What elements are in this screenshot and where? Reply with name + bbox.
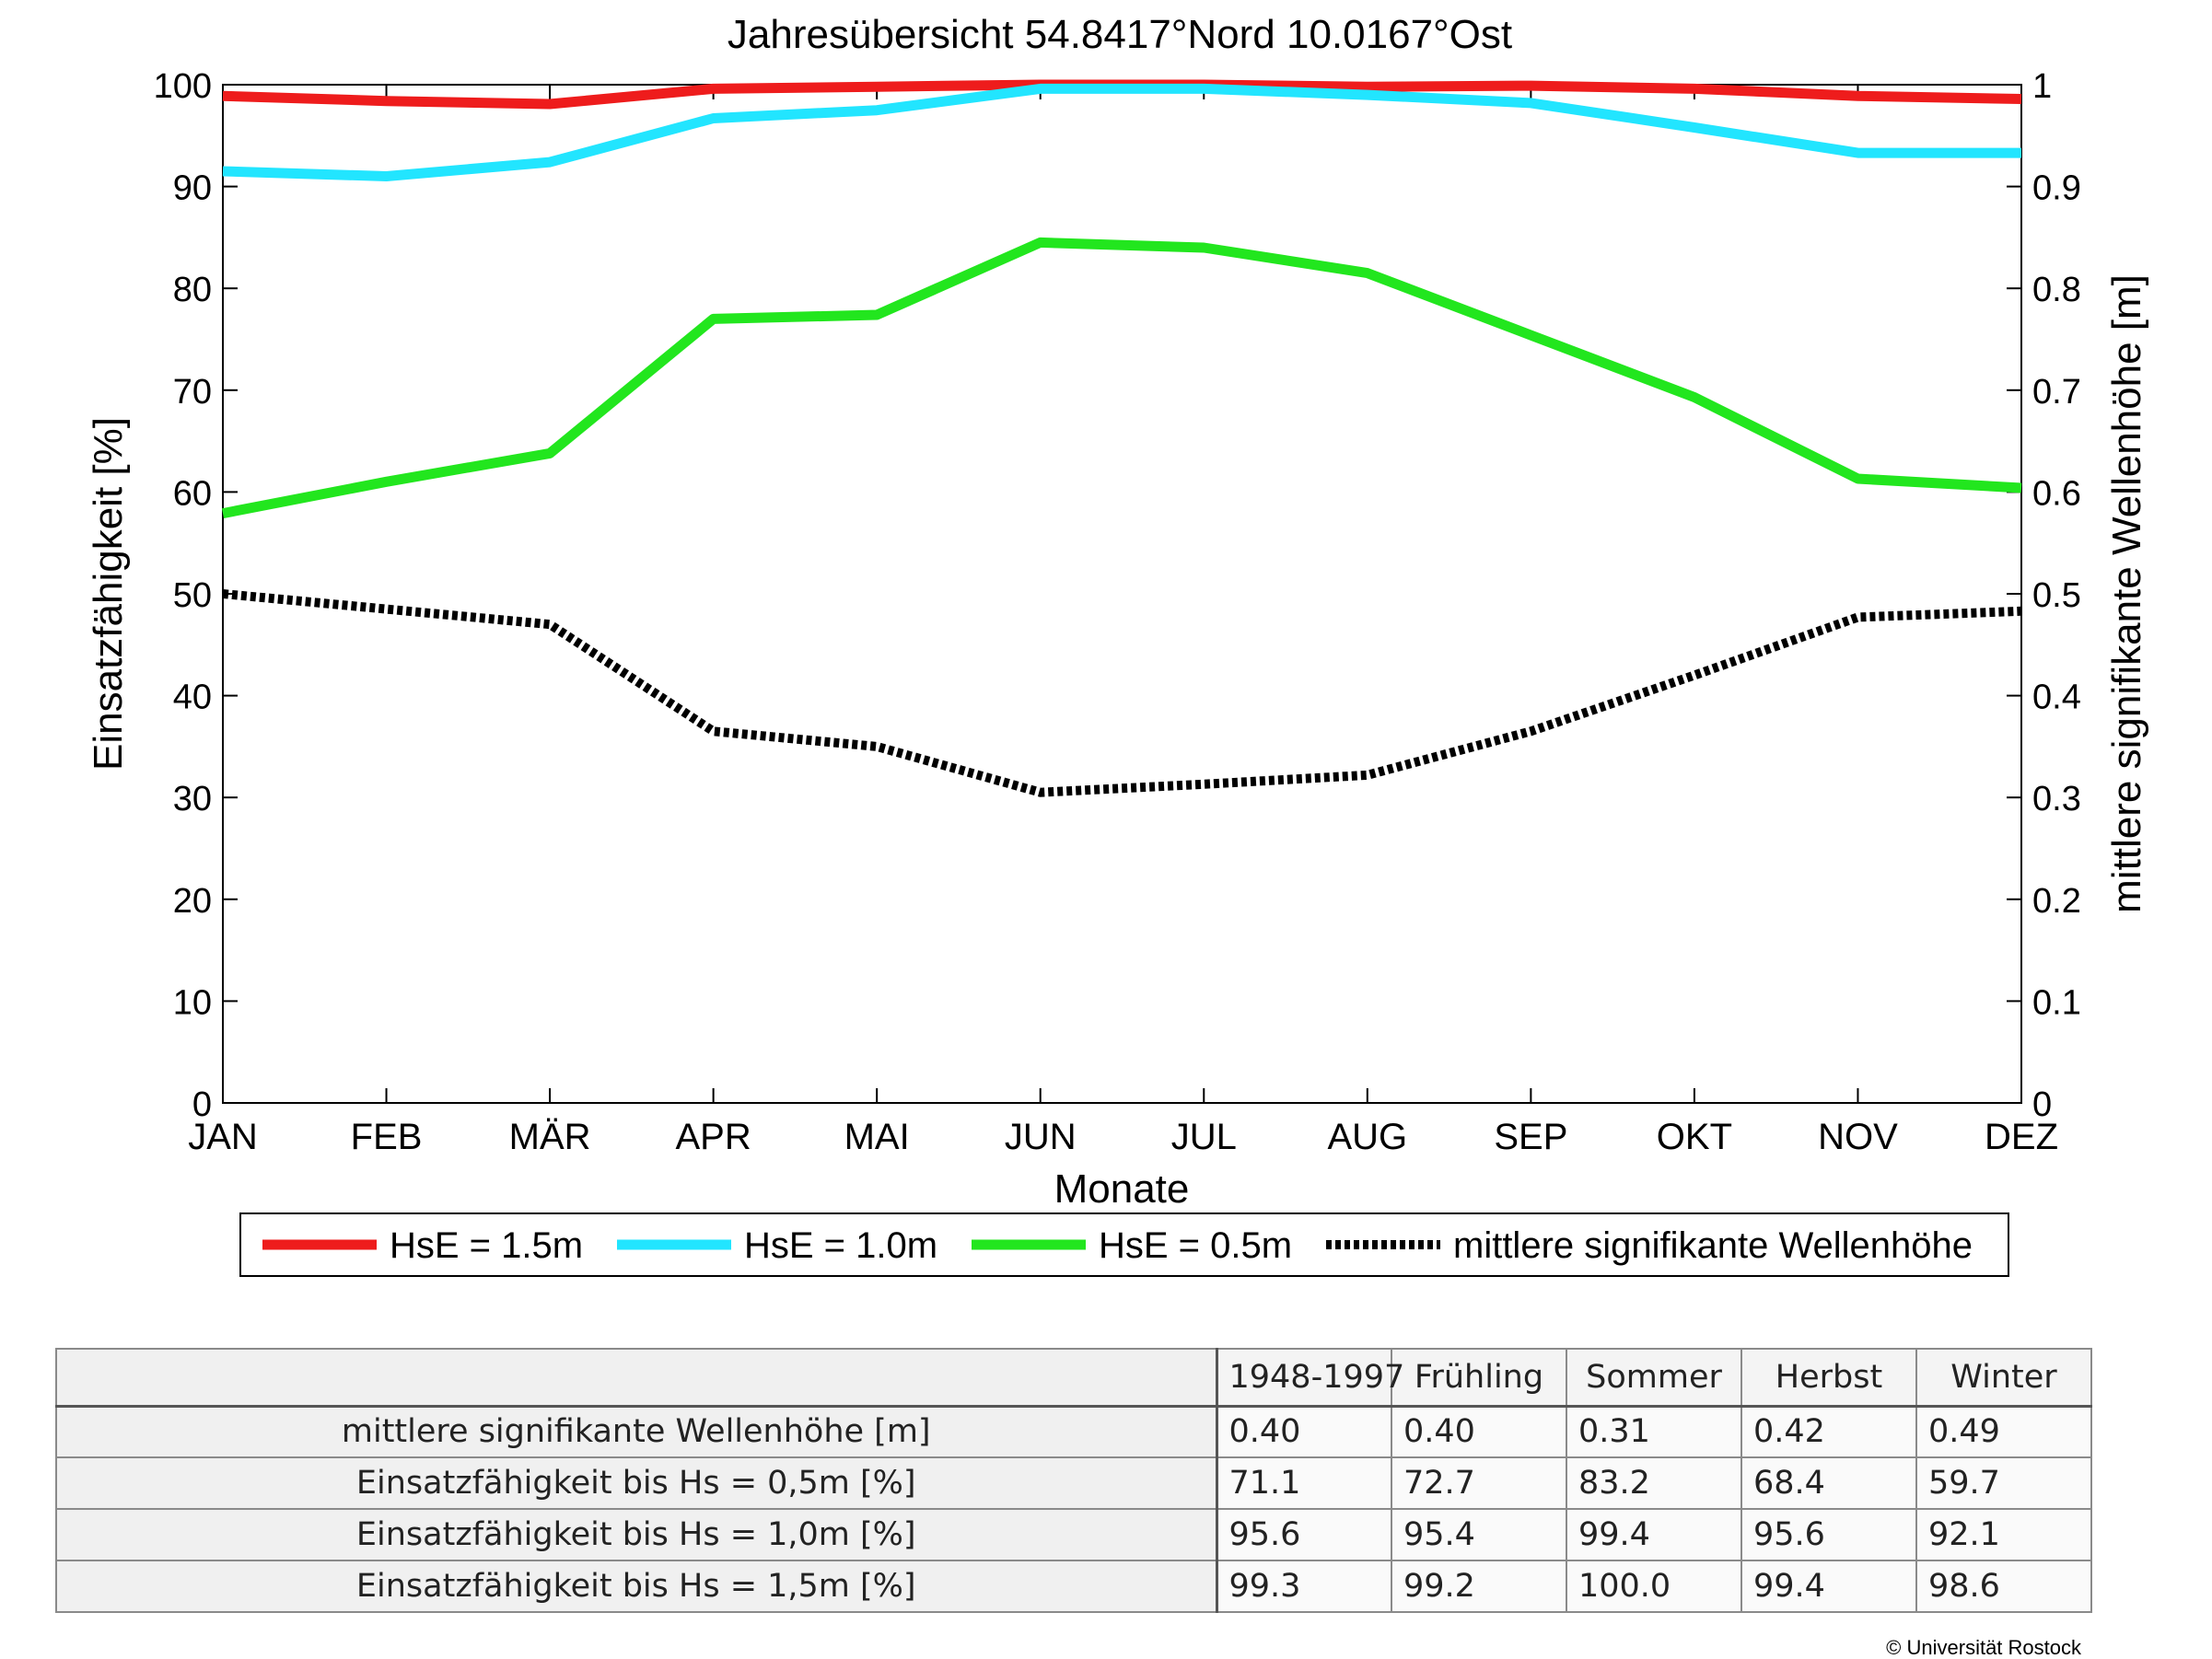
copyright-notice: © Universität Rostock [1886, 1636, 2081, 1659]
table-cell: 95.6 [1216, 1508, 1392, 1561]
legend-box [239, 1212, 2009, 1277]
column-header: Frühling [1391, 1348, 1567, 1408]
legend-label: mittlere signifikante Wellenhöhe [1453, 1225, 1973, 1266]
x-tick-label: FEB [351, 1117, 423, 1157]
x-tick-label: SEP [1494, 1117, 1567, 1157]
x-tick-label: NOV [1818, 1117, 1898, 1157]
y2-tick-label: 1 [2032, 67, 2052, 106]
table-cell: 0.40 [1216, 1405, 1392, 1458]
summary-table-wrap: 1948-1997 Frühling Sommer Herbst Winter … [55, 1348, 2092, 1613]
table-cell: 59.7 [1915, 1456, 2092, 1510]
table-cell: 98.6 [1915, 1560, 2092, 1613]
table-cell: 68.4 [1740, 1456, 1917, 1510]
y-tick-label: 20 [173, 882, 212, 921]
table-cell: 0.40 [1391, 1405, 1567, 1458]
wave-chart: Jahresübersicht 54.8417°Nord 10.0167°Ost… [86, 12, 2149, 1277]
y2-tick-label: 0 [2032, 1085, 2052, 1124]
y-tick-label: 80 [173, 271, 212, 309]
y2-tick-label: 0.3 [2032, 780, 2081, 818]
row-header: Einsatzfähigkeit bis Hs = 1,5m [%] [55, 1560, 1218, 1613]
x-tick-label: JUL [1171, 1117, 1237, 1157]
series-line-3 [221, 237, 2022, 519]
row-header: Einsatzfähigkeit bis Hs = 1,0m [%] [55, 1508, 1218, 1561]
table-header-row: 1948-1997 Frühling Sommer Herbst Winter [55, 1348, 2092, 1408]
y2-tick-label: 0.1 [2032, 983, 2081, 1022]
x-tick-label: JUN [1005, 1117, 1077, 1157]
y-axis-right: 0 0.1 0.2 0.3 0.4 0.5 0.6 0.7 0.8 0.9 1 [2007, 67, 2081, 1124]
column-header: Winter [1915, 1348, 2092, 1408]
x-tick-label: MÄR [509, 1117, 591, 1157]
table-cell: 71.1 [1216, 1456, 1392, 1510]
x-axis-label: Monate [1054, 1166, 1190, 1212]
y2-tick-label: 0.6 [2032, 474, 2081, 513]
y-tick-label: 10 [173, 983, 212, 1022]
legend: HsE = 1.5m HsE = 1.0m HsE = 0.5m mittlere s… [239, 1212, 2009, 1277]
legend-label: HsE = 0.5m [1099, 1225, 1292, 1266]
y2-tick-label: 0.9 [2032, 169, 2081, 208]
table-cell: 95.6 [1740, 1508, 1917, 1561]
x-tick-label: JAN [188, 1117, 258, 1157]
row-header: mittlere signifikante Wellenhöhe [m] [55, 1405, 1218, 1458]
x-tick-label: APR [676, 1117, 751, 1157]
y-tick-label: 0 [192, 1085, 212, 1124]
y2-axis-label: mittlere signifikante Wellenhöhe [m] [2104, 274, 2149, 913]
table-cell: 99.4 [1566, 1508, 1742, 1561]
y2-tick-label: 0.4 [2032, 679, 2081, 717]
table-corner-cell [55, 1348, 1218, 1408]
y-tick-label: 30 [173, 780, 212, 818]
table-cell: 99.3 [1216, 1560, 1392, 1613]
y2-tick-label: 0.2 [2032, 882, 2081, 921]
x-axis: JAN FEB MÄR APR MAI JUN JUL AUG SEP OKT NOV DEZ [188, 85, 2058, 1157]
column-header: Sommer [1566, 1348, 1742, 1408]
series-layer [221, 79, 2022, 797]
x-tick-label: OKT [1657, 1117, 1732, 1157]
y-tick-label: 100 [154, 67, 212, 106]
y2-tick-label: 0.8 [2032, 271, 2081, 309]
table-cell: 0.49 [1915, 1405, 2092, 1458]
table-cell: 0.31 [1566, 1405, 1742, 1458]
table-row: mittlere signifikante Wellenhöhe [m] 0.4… [55, 1405, 2092, 1458]
y-axis-label: Einsatzfähigkeit [%] [86, 417, 131, 771]
y-tick-label: 60 [173, 474, 212, 513]
y2-tick-label: 0.7 [2032, 373, 2081, 412]
y-tick-label: 70 [173, 373, 212, 412]
table-row: Einsatzfähigkeit bis Hs = 0,5m [%] 71.1 … [55, 1456, 2092, 1510]
x-tick-label: DEZ [1985, 1117, 2058, 1157]
table-cell: 99.2 [1391, 1560, 1567, 1613]
column-header: 1948-1997 [1216, 1348, 1404, 1408]
y2-tick-label: 0.5 [2032, 576, 2081, 615]
series-line-2 [222, 83, 2021, 181]
table-cell: 100.0 [1566, 1560, 1742, 1613]
legend-label: HsE = 1.0m [744, 1225, 937, 1266]
table-row: Einsatzfähigkeit bis Hs = 1,5m [%] 99.3 … [55, 1560, 2092, 1613]
series-line-4 [222, 589, 2022, 797]
y-tick-label: 90 [173, 169, 212, 208]
table-cell: 72.7 [1391, 1456, 1567, 1510]
table-cell: 92.1 [1915, 1508, 2092, 1561]
table-cell: 0.42 [1740, 1405, 1917, 1458]
table-cell: 95.4 [1391, 1508, 1567, 1561]
table-cell: 99.4 [1740, 1560, 1917, 1613]
y-tick-label: 40 [173, 679, 212, 717]
legend-label: HsE = 1.5m [390, 1225, 583, 1266]
chart-title: Jahresübersicht 54.8417°Nord 10.0167°Ost [728, 12, 1512, 57]
column-header: Herbst [1740, 1348, 1917, 1408]
table-cell: 83.2 [1566, 1456, 1742, 1510]
y-tick-label: 50 [173, 576, 212, 615]
x-tick-label: AUG [1327, 1117, 1407, 1157]
y-axis-left: 0 10 20 30 40 50 60 70 80 90 100 [154, 67, 238, 1124]
summary-table: 1948-1997 Frühling Sommer Herbst Winter … [55, 1348, 2092, 1613]
row-header: Einsatzfähigkeit bis Hs = 0,5m [%] [55, 1456, 1218, 1510]
x-tick-label: MAI [844, 1117, 910, 1157]
table-row: Einsatzfähigkeit bis Hs = 1,0m [%] 95.6 … [55, 1508, 2092, 1561]
plot-area [222, 84, 2022, 1104]
